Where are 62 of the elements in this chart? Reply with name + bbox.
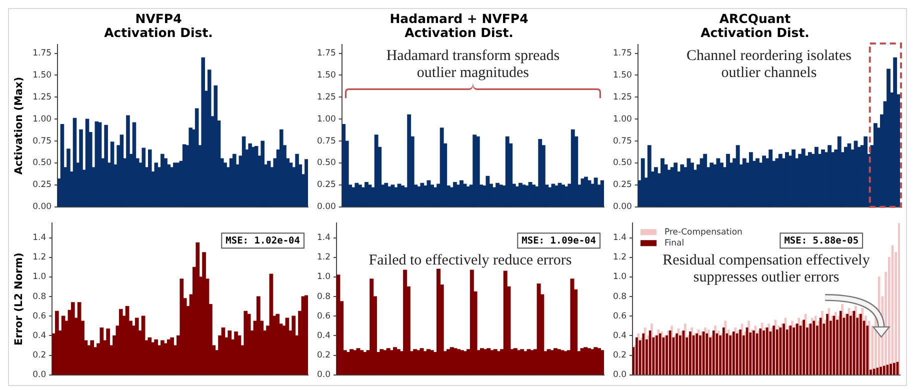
y-tick-label: 0.8	[612, 292, 627, 302]
y-tick-label: 1.00	[612, 114, 632, 124]
y-tick-label: 0.75	[32, 136, 52, 146]
y-tick-label: 0.0	[316, 370, 331, 380]
y-tick-label: 1.0	[612, 272, 627, 282]
y-tick-label: 0.6	[32, 311, 46, 322]
y-tick-label: 0.25	[32, 180, 52, 190]
annotation: MSE: 1.09e-04	[522, 236, 596, 247]
y-tick-label: 1.0	[316, 272, 331, 282]
y-tick-label: 1.25	[316, 92, 336, 102]
y-tick-label: 1.50	[612, 70, 632, 80]
y-tick-label: 1.25	[612, 92, 632, 102]
y-tick-label: 0.00	[316, 202, 336, 212]
annotation: Hadamard transform spreads outlier magnitudes	[386, 48, 560, 81]
y-tick-label: 0.75	[316, 136, 336, 146]
y-axis-title: Activation (Max)	[13, 76, 26, 175]
y-tick-label: 0.0	[32, 370, 46, 380]
y-tick-label: 1.4	[316, 232, 331, 243]
y-tick-label: 0.50	[32, 158, 52, 168]
y-tick-label: 1.50	[316, 70, 336, 80]
y-tick-label: 0.00	[32, 202, 52, 212]
annotation: MSE: 5.88e-05	[784, 236, 859, 247]
y-tick-label: 0.00	[612, 202, 632, 212]
y-tick-label: 1.75	[32, 48, 52, 58]
y-tick-label: 0.4	[32, 330, 46, 341]
y-tick-label: 1.75	[316, 48, 336, 58]
y-tick-label: 0.2	[32, 350, 46, 361]
annotation: Residual compensation effectively suppresses outlier errors	[662, 252, 870, 286]
y-tick-label: 0.2	[612, 350, 627, 361]
y-axis-title: Error (L2 Norm)	[13, 252, 26, 346]
y-tick-label: 0.6	[316, 311, 331, 322]
annotation: MSE: 1.02e-04	[226, 236, 300, 247]
y-tick-label: 0.25	[316, 180, 336, 190]
annotation: Channel reordering isolates outlier channels	[686, 48, 852, 81]
chart-title: NVFP4 Activation Dist.	[104, 11, 213, 40]
y-tick-label: 0.75	[612, 136, 632, 146]
y-tick-label: 0.8	[316, 292, 331, 302]
y-tick-label: 1.00	[32, 114, 52, 124]
annotation: Failed to effectively reduce errors	[368, 252, 572, 269]
chart-title: ARCQuant Activation Dist.	[700, 11, 810, 40]
y-tick-label: 1.2	[612, 252, 627, 263]
y-tick-label: 1.00	[316, 114, 336, 124]
y-tick-label: 1.75	[612, 48, 632, 58]
y-tick-label: 0.50	[612, 158, 632, 168]
chart-title: Hadamard + NVFP4 Activation Dist.	[390, 11, 529, 40]
y-tick-label: 1.4	[32, 232, 46, 243]
y-tick-label: 1.2	[32, 252, 46, 263]
legend-label: Final	[664, 238, 684, 248]
y-tick-label: 0.4	[612, 330, 627, 341]
y-tick-label: 0.8	[32, 292, 46, 302]
legend-label: Pre-Compensation	[664, 227, 742, 238]
y-tick-label: 1.0	[32, 272, 46, 282]
y-tick-label: 1.25	[32, 92, 52, 102]
y-tick-label: 0.6	[612, 311, 627, 322]
y-tick-label: 1.2	[316, 252, 331, 263]
y-tick-label: 1.4	[612, 232, 627, 243]
y-tick-label: 0.2	[316, 350, 331, 361]
y-tick-label: 0.50	[316, 158, 336, 168]
y-tick-label: 0.0	[612, 370, 627, 380]
y-tick-label: 0.4	[316, 330, 331, 341]
y-tick-label: 1.50	[32, 70, 52, 80]
y-tick-label: 0.25	[612, 180, 632, 190]
